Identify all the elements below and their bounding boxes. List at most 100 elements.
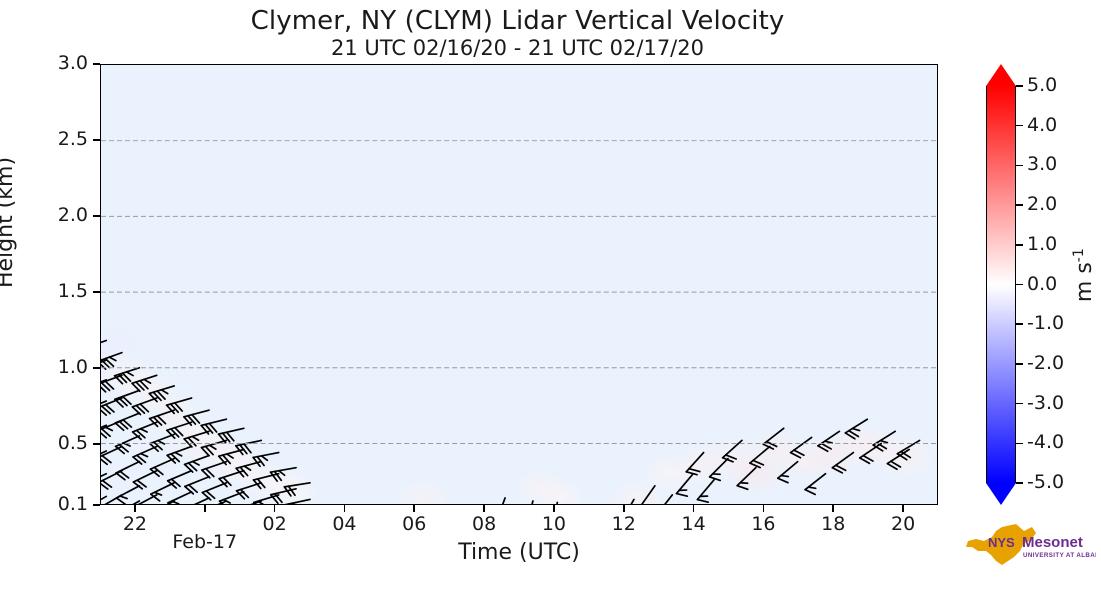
x-tick-mark	[832, 505, 835, 512]
wind-barb	[284, 498, 311, 504]
wind-barb	[115, 460, 141, 481]
wind-barb	[131, 397, 158, 416]
x-tick-label-date: Feb-17	[172, 531, 238, 553]
x-tick-label: 16	[751, 513, 776, 535]
wind-barb	[101, 450, 108, 455]
colorbar-tick-mark	[1016, 323, 1023, 325]
wind-barb	[149, 481, 175, 502]
wind-barb	[269, 466, 297, 482]
wind-barb	[201, 460, 228, 479]
colorbar-tick-mark	[1016, 283, 1023, 286]
new-york-state-shape-icon	[966, 524, 1036, 565]
colorbar-tick-label: 2.0	[1027, 193, 1058, 216]
wind-barb	[252, 451, 280, 468]
x-tick-label: 08	[471, 513, 497, 535]
colorbar-tick-label: 0.0	[1027, 272, 1058, 295]
wind-barb	[114, 389, 141, 408]
wind-barb	[193, 497, 210, 504]
wind-barb	[101, 495, 108, 501]
wind-barb	[250, 500, 263, 504]
colorbar-tick-mark	[1016, 402, 1023, 405]
logo-nys-text: NYS	[988, 535, 1015, 550]
wind-barb	[101, 374, 123, 393]
wind-barb	[101, 339, 108, 349]
colorbar-tick-label: -5.0	[1027, 471, 1065, 493]
x-tick-label: 22	[122, 513, 147, 535]
wind-barb	[131, 421, 158, 441]
x-axis-label: Time (UTC)	[458, 540, 580, 565]
x-tick-mark	[902, 505, 904, 512]
wind-barb	[776, 460, 799, 484]
colorbar	[986, 64, 1016, 505]
wind-barb	[200, 439, 228, 457]
wind-barb	[252, 472, 280, 490]
colorbar-tick-mark	[1016, 204, 1023, 206]
wind-barb	[831, 451, 855, 474]
y-tick-mark	[93, 367, 100, 369]
plot-area	[100, 64, 938, 505]
wind-barb	[696, 478, 715, 504]
wind-barb	[148, 385, 175, 403]
wind-barb	[736, 466, 757, 491]
wind-barb	[167, 491, 193, 504]
wind-barb	[641, 484, 656, 504]
wind-barb	[183, 409, 210, 427]
wind-barb	[132, 500, 141, 504]
wind-barb	[166, 469, 193, 489]
x-tick-label: 12	[611, 513, 636, 535]
wind-barb	[235, 460, 263, 478]
wind-barb	[166, 500, 175, 504]
wind-barb	[137, 494, 158, 504]
wind-barb	[166, 445, 193, 464]
wind-barb	[113, 366, 141, 385]
colorbar-tick-label: -3.0	[1027, 391, 1065, 414]
logo-mesonet-text: Mesonet	[1022, 534, 1083, 551]
wind-barb	[132, 469, 158, 490]
colorbar-tick-mark	[1016, 164, 1023, 167]
colorbar-extend-top-icon	[986, 64, 1016, 86]
colorbar-tick-mark	[1016, 482, 1023, 484]
wind-barb	[114, 435, 141, 455]
y-tick-mark	[93, 63, 100, 65]
colorbar-tick-label: 5.0	[1027, 74, 1058, 96]
y-tick-label: 0.5	[57, 432, 88, 455]
x-tick-label: 18	[821, 513, 846, 535]
wind-barb	[217, 427, 245, 444]
y-tick-label: 2.0	[57, 204, 88, 227]
wind-barb	[131, 374, 158, 393]
wind-barb	[685, 451, 705, 476]
wind-barb	[101, 379, 108, 383]
x-tick-label: 04	[332, 513, 357, 535]
logo-tagline-text: UNIVERSITY AT ALBANY	[1023, 552, 1096, 559]
wind-barb	[721, 439, 743, 463]
colorbar-tick-mark	[1016, 244, 1023, 246]
wind-barb	[789, 436, 813, 459]
x-tick-label: 20	[890, 513, 916, 535]
x-tick-label: 10	[541, 513, 566, 535]
colorbar-tick-label: 1.0	[1027, 232, 1058, 255]
x-tick-mark	[413, 505, 416, 512]
wind-barb	[664, 494, 674, 504]
wind-barb	[501, 497, 506, 504]
wind-barb	[149, 457, 175, 478]
wind-barb	[148, 409, 175, 428]
y-tick-mark	[93, 215, 100, 217]
y-tick-mark	[93, 443, 100, 445]
wind-barb	[183, 430, 210, 448]
colorbar-extend-bottom-icon	[986, 483, 1016, 505]
wind-barb	[886, 448, 910, 471]
wind-barb	[749, 445, 771, 469]
page-title: Clymer, NY (CLYM) Lidar Vertical Velocit…	[250, 6, 785, 36]
wind-barb	[201, 481, 228, 501]
x-tick-mark	[553, 505, 555, 512]
y-tick-label: 0.1	[57, 493, 88, 515]
colorbar-tick-label: 4.0	[1027, 113, 1058, 136]
wind-barb	[101, 472, 108, 478]
wind-barb	[200, 418, 228, 435]
x-tick-mark	[273, 505, 276, 512]
colorbar-tick-label: 3.0	[1027, 153, 1058, 176]
wind-barb	[804, 472, 827, 496]
x-tick-label: 14	[681, 513, 706, 535]
